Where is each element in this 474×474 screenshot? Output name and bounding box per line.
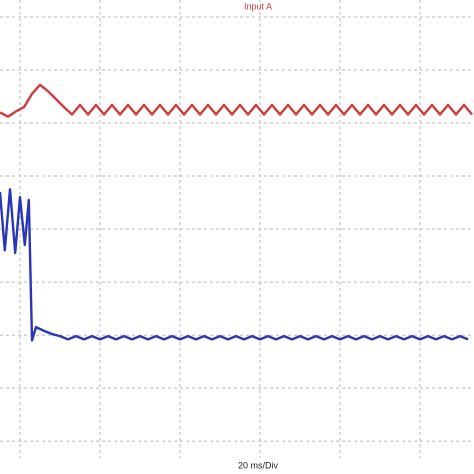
trace: [0, 188, 469, 342]
trace: [0, 83, 473, 118]
x-axis-label: 20 ms/Div: [238, 460, 279, 470]
chart-title: Input A: [244, 1, 272, 11]
